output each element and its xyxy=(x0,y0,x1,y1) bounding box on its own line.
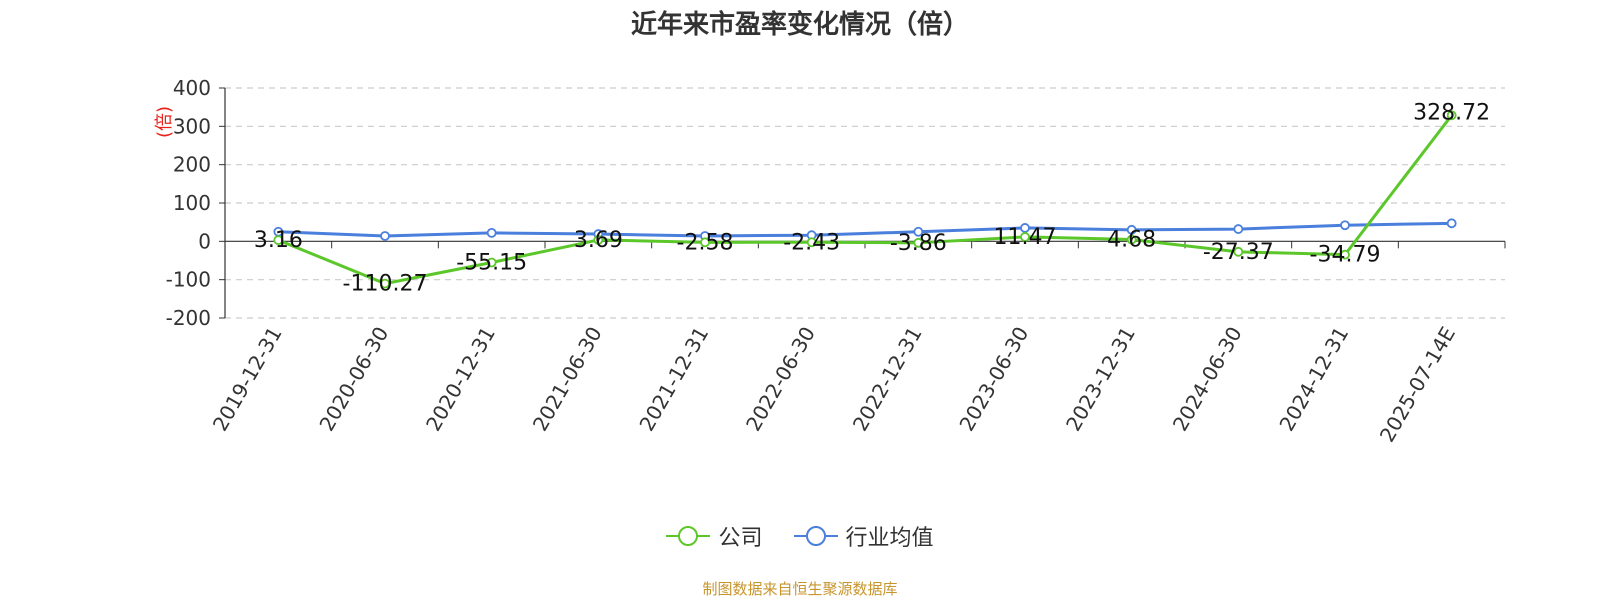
company-data-point xyxy=(486,257,497,268)
x-tick-label: 2022-06-30 xyxy=(741,323,820,436)
industry-data-point xyxy=(1020,223,1030,233)
y-tick-label: 300 xyxy=(173,114,211,138)
company-data-label: -2.43 xyxy=(783,230,840,255)
x-tick-label: 2020-06-30 xyxy=(314,323,393,436)
data-source-note: 制图数据来自恒生聚源数据库 xyxy=(702,580,898,598)
x-tick-label: 2025-07-14E xyxy=(1375,323,1460,447)
legend-company-label: 公司 xyxy=(718,526,763,551)
company-data-point xyxy=(380,278,390,289)
company-data-label: 328.72 xyxy=(1413,100,1490,125)
company-data-point xyxy=(1340,249,1350,260)
industry-series-line xyxy=(278,221,1452,238)
company-data-label: -34.79 xyxy=(1310,243,1381,268)
company-series-line xyxy=(277,114,1453,286)
company-data-label: -2.58 xyxy=(677,230,734,255)
company-data-label: -27.37 xyxy=(1203,240,1274,265)
y-tick-label: 200 xyxy=(173,153,211,177)
industry-data-point xyxy=(380,231,390,241)
x-tick-label: 2023-12-31 xyxy=(1061,323,1140,436)
company-data-point xyxy=(913,237,924,248)
company-data-label: -3.86 xyxy=(890,231,947,256)
legend-item-company[interactable]: 公司 xyxy=(666,520,763,552)
company-data-point xyxy=(593,235,604,245)
x-tick-label: 2021-12-31 xyxy=(634,323,713,436)
company-data-point xyxy=(700,237,710,248)
legend: 公司 行业均值 xyxy=(0,520,1600,554)
y-tick-label: 100 xyxy=(173,191,211,215)
x-tick-label: 2024-06-30 xyxy=(1168,323,1247,436)
legend-item-industry[interactable]: 行业均值 xyxy=(793,520,934,552)
company-data-point xyxy=(1446,110,1457,121)
industry-data-point xyxy=(913,226,924,237)
grid-lines xyxy=(225,87,1505,319)
x-tick-label: 2021-06-30 xyxy=(528,323,607,436)
y-tick-label: -100 xyxy=(166,268,211,292)
x-tick-label: 2020-12-31 xyxy=(421,322,500,435)
x-tick-label: 2024-12-31 xyxy=(1274,323,1353,436)
y-tick-label: 400 xyxy=(173,76,211,100)
y-tick-label: -200 xyxy=(166,306,211,330)
legend-company-marker xyxy=(666,526,711,546)
legend-industry-label: 行业均值 xyxy=(845,526,934,551)
line-chart: 400 300 200 100 0 -100 -200 (倍) 2019-12-31 2020-0… xyxy=(154,76,1506,447)
industry-data-point xyxy=(1126,224,1137,235)
chart-title: 近年来市盈率变化情况（倍） xyxy=(630,10,969,40)
company-data-label: -110.27 xyxy=(343,272,428,297)
industry-data-point xyxy=(1446,218,1457,229)
company-data-label: 3.69 xyxy=(574,228,623,253)
x-tick-label: 2022-12-31 xyxy=(848,322,927,435)
industry-data-point xyxy=(1340,220,1350,231)
legend-industry-marker xyxy=(793,526,838,546)
company-data-point xyxy=(1126,234,1137,245)
industry-data-point xyxy=(486,227,497,238)
company-data-label: 11.47 xyxy=(994,225,1057,250)
company-data-point xyxy=(273,235,284,246)
company-data-point xyxy=(1233,246,1244,257)
industry-data-point xyxy=(1233,224,1244,234)
x-tick-label: 2023-06-30 xyxy=(954,323,1033,436)
y-tick-label: 0 xyxy=(198,229,211,253)
company-data-label: 4.68 xyxy=(1107,228,1156,253)
company-data-point xyxy=(1020,232,1030,242)
company-data-label: -55.15 xyxy=(456,250,527,275)
x-tick-label: 2019-12-31 xyxy=(208,323,287,436)
y-axis-unit-label: (倍) xyxy=(154,106,175,138)
series-lines xyxy=(273,110,1457,289)
company-data-label: 3.16 xyxy=(254,228,303,253)
data-labels: 3.16 -110.27 -55.15 3.69 -2.58 -2.43 -3.86 11.4… xyxy=(254,100,1490,296)
company-data-point xyxy=(806,237,817,248)
